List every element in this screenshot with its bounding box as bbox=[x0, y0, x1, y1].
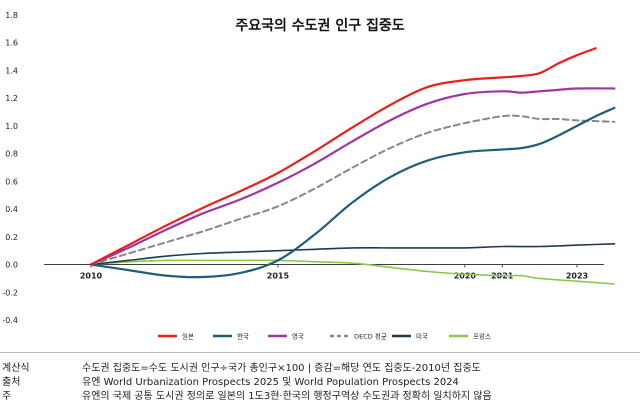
y-tick-label: 0.2 bbox=[5, 233, 18, 242]
series-line-4 bbox=[90, 243, 616, 266]
series-line-0 bbox=[89, 47, 597, 266]
note-footnote: 주 유엔의 국제 공통 도시권 정의로 일본의 1도3현·한국의 행정구역상 수… bbox=[2, 390, 638, 404]
y-tick-label: 0.8 bbox=[5, 150, 18, 159]
y-tick-label: 1.4 bbox=[5, 66, 18, 75]
y-tick-label: 1.0 bbox=[5, 122, 18, 131]
legend-label: 한국 bbox=[237, 333, 249, 341]
note-footnote-text: 유엔의 국제 공통 도시권 정의로 일본의 1도3현·한국의 행정구역상 수도권… bbox=[82, 391, 492, 402]
y-tick-label: 1.2 bbox=[5, 94, 18, 103]
note-source-label: 출처 bbox=[2, 377, 21, 388]
legend-label: 미국 bbox=[416, 332, 428, 341]
series-line-1 bbox=[89, 106, 616, 279]
note-formula-text: 수도권 집중도=수도 도시권 인구÷국가 총인구×100 | 증감=해당 연도 … bbox=[82, 363, 481, 374]
note-formula-label: 계산식 bbox=[2, 363, 30, 374]
legend-label: 프랑스 bbox=[473, 333, 491, 341]
y-tick-label: -0.4 bbox=[2, 316, 18, 325]
y-tick-label: -0.2 bbox=[2, 288, 18, 297]
legend-label: OECD 평균 bbox=[354, 332, 387, 341]
x-tick-label: 2015 bbox=[267, 272, 290, 281]
y-tick-label: 0.6 bbox=[5, 177, 18, 186]
notes-section: 계산식 수도권 집중도=수도 도시권 인구÷국가 총인구×100 | 증감=해당… bbox=[2, 362, 638, 404]
series-line-5 bbox=[90, 259, 616, 285]
x-tick-label: 2020 bbox=[454, 272, 477, 281]
y-tick-label: 0.0 bbox=[5, 261, 18, 270]
y-axis: 1.8 1.6 1.4 1.2 1.0 0.8 0.6 0.4 0.2 0.0 -0.2 -0.4 bbox=[2, 11, 18, 325]
note-formula: 계산식 수도권 집중도=수도 도시권 인구÷국가 총인구×100 | 증감=해당… bbox=[2, 362, 638, 376]
series-line-3 bbox=[90, 114, 616, 266]
y-tick-label: 1.6 bbox=[5, 39, 18, 48]
x-axis: 2010 2015 2020 2021 2023 bbox=[80, 264, 588, 281]
note-source: 출처 유엔 World Urbanization Prospects 2025 … bbox=[2, 376, 638, 390]
x-tick-label: 2010 bbox=[80, 272, 103, 281]
legend-label: 일본 bbox=[182, 332, 194, 341]
line-chart: 주요국의 수도권 인구 집중도 1.8 1.6 1.4 1.2 1.0 0.8 0.6 0.4… bbox=[2, 11, 616, 341]
series-line-2 bbox=[89, 87, 616, 266]
x-tick-label: 2023 bbox=[566, 272, 588, 281]
notes-divider bbox=[0, 352, 640, 353]
series-lines bbox=[89, 47, 616, 285]
note-footnote-label: 주 bbox=[2, 391, 12, 402]
legend-label: 영국 bbox=[292, 332, 304, 341]
y-tick-label: 0.4 bbox=[5, 205, 18, 214]
chart-title: 주요국의 수도권 인구 집중도 bbox=[235, 17, 404, 34]
note-source-text: 유엔 World Urbanization Prospects 2025 및 W… bbox=[82, 377, 459, 388]
legend: 일본 한국 영국 OECD 평균 미국 프랑스 bbox=[158, 332, 491, 341]
y-tick-label: 1.8 bbox=[5, 11, 18, 20]
